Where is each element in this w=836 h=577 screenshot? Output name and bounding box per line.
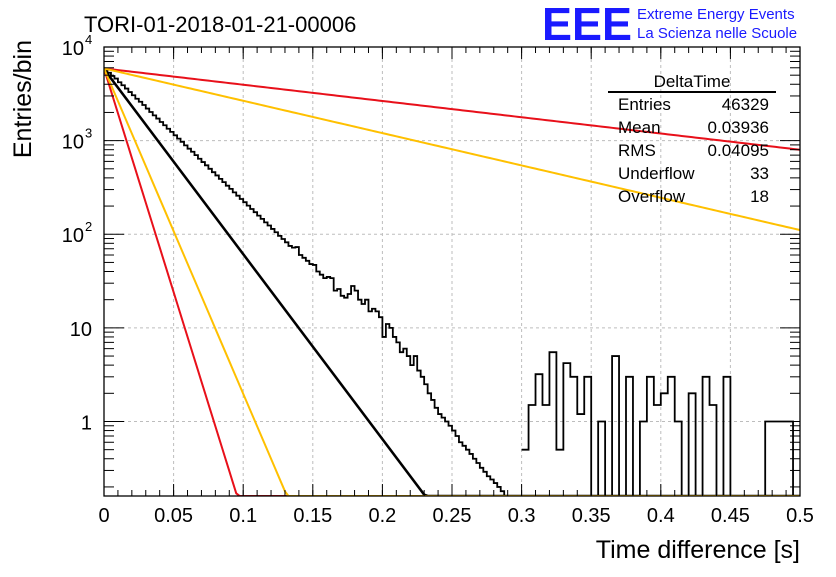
stats-box: DeltaTime Entries 46329 Mean 0.03936 RMS 0.04…	[608, 72, 776, 206]
plot-title: TORI-01-2018-01-21-00006	[84, 12, 356, 37]
y-tick-label: 10	[62, 38, 84, 60]
plot-lines	[104, 67, 800, 496]
reference-line	[104, 67, 800, 151]
stats-label: Overflow	[618, 187, 686, 206]
y-tick-label: 10	[62, 225, 84, 247]
x-tick-label: 0.15	[293, 505, 332, 527]
histogram-series	[104, 68, 800, 496]
y-tick-exponent: 4	[85, 32, 92, 47]
y-tick-label: 10	[70, 319, 92, 341]
x-tick-label: 0.1	[229, 505, 257, 527]
stats-value: 33	[750, 164, 769, 183]
x-axis-title: Time difference [s]	[596, 536, 800, 564]
x-tick-label: 0	[98, 505, 109, 527]
y-tick-exponent: 3	[85, 126, 92, 141]
reference-line	[104, 67, 800, 232]
stats-title: DeltaTime	[654, 72, 731, 91]
stats-label: Entries	[618, 95, 671, 114]
stats-label: Underflow	[618, 164, 695, 183]
x-tick-label: 0.25	[433, 505, 472, 527]
reference-line	[104, 68, 800, 496]
stats-value: 0.03936	[708, 118, 769, 137]
x-tick-label: 0.4	[647, 505, 675, 527]
y-tick-label: 1	[81, 412, 92, 434]
stats-label: Mean	[618, 118, 661, 137]
stats-value: 46329	[722, 95, 769, 114]
x-tick-label: 0.2	[368, 505, 396, 527]
logo-line-2: La Scienza nelle Scuole	[637, 25, 797, 42]
stats-value: 18	[750, 187, 769, 206]
y-axis-title: Entries/bin	[9, 40, 37, 158]
x-tick-label: 0.5	[786, 505, 814, 527]
x-tick-label: 0.05	[154, 505, 193, 527]
y-tick-label: 10	[62, 132, 84, 154]
x-tick-label: 0.35	[572, 505, 611, 527]
axes	[103, 46, 801, 497]
stats-label: RMS	[618, 141, 656, 160]
tick-labels: 0 0.05 0.1 0.15 0.2 0.25 0.3 0.35 0.4 0.45 0.5 1 10 1…	[62, 32, 814, 527]
histogram-tail	[521, 351, 800, 496]
x-tick-label: 0.45	[711, 505, 750, 527]
fit-line	[104, 68, 800, 496]
reference-line	[104, 68, 800, 496]
y-tick-exponent: 2	[85, 219, 92, 234]
logo-line-1: Extreme Energy Events	[637, 6, 795, 23]
stats-value: 0.04095	[708, 141, 769, 160]
eee-logo: EEE	[542, 0, 632, 50]
x-tick-label: 0.3	[508, 505, 536, 527]
stats-rows: Entries 46329 Mean 0.03936 RMS 0.04095 Underfl…	[618, 95, 769, 206]
